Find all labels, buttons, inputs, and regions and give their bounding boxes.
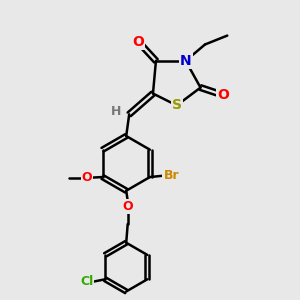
Text: O: O [122,200,133,213]
Text: H: H [111,106,121,118]
Text: N: N [180,54,191,68]
Text: S: S [172,98,182,112]
Text: O: O [82,171,92,184]
Text: Cl: Cl [80,275,93,288]
Text: Br: Br [164,169,179,182]
Text: O: O [217,88,229,102]
Text: O: O [132,34,144,49]
